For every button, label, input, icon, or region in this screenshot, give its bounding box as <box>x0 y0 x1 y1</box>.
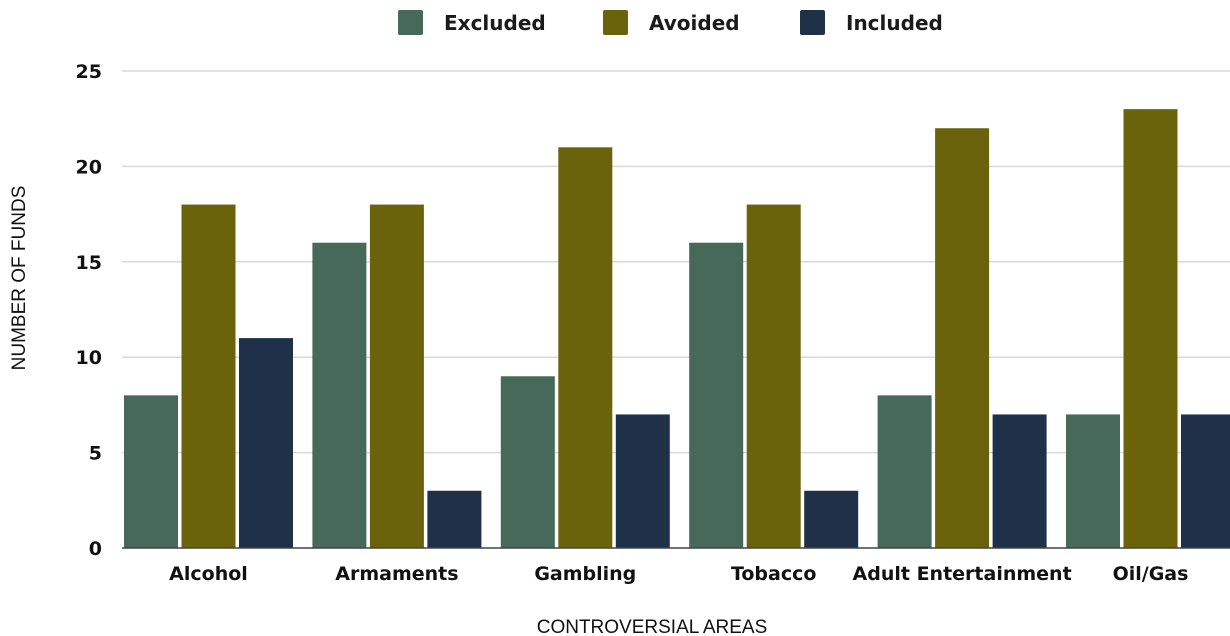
x-axis-title: CONTROVERSIAL AREAS <box>537 617 768 636</box>
y-tick-label: 5 <box>89 443 102 465</box>
legend: Excluded Avoided Included <box>398 10 943 35</box>
bar-avoided-armaments <box>369 204 424 548</box>
legend-label-avoided: Avoided <box>649 11 740 35</box>
bar-excluded-adult-entertainment <box>877 395 932 548</box>
y-tick-label: 20 <box>76 156 102 178</box>
x-tick-label: Oil/Gas <box>1113 563 1189 585</box>
y-tick-label: 25 <box>76 61 102 83</box>
y-axis-ticks: 0 5 10 15 20 25 <box>76 61 102 560</box>
legend-swatch-excluded <box>398 10 423 35</box>
bar-included-alcohol <box>239 338 293 548</box>
y-tick-label: 0 <box>89 538 102 560</box>
x-tick-label: Armaments <box>335 563 458 585</box>
bar-included-tobacco <box>804 490 859 548</box>
x-axis-ticks: Alcohol Armaments Gambling Tobacco Adult Ent… <box>169 563 1188 585</box>
x-tick-label: Tobacco <box>731 563 817 585</box>
legend-label-excluded: Excluded <box>444 11 546 35</box>
y-tick-label: 15 <box>76 252 102 274</box>
bar-excluded-tobacco <box>689 242 744 548</box>
bar-avoided-oil-gas <box>1123 109 1178 548</box>
bar-included-adult-entertainment <box>992 414 1047 548</box>
bar-avoided-tobacco <box>746 204 801 548</box>
bar-included-oil-gas <box>1181 414 1230 548</box>
bar-avoided-adult-entertainment <box>935 128 990 549</box>
bars <box>124 109 1230 549</box>
bar-included-armaments <box>427 490 482 548</box>
x-tick-label: Adult Entertainment <box>853 563 1072 585</box>
y-axis-title: NUMBER OF FUNDS <box>9 186 30 371</box>
bar-avoided-alcohol <box>181 204 236 548</box>
legend-label-included: Included <box>846 11 943 35</box>
x-tick-label: Gambling <box>534 563 636 585</box>
x-tick-label: Alcohol <box>169 563 248 585</box>
bar-excluded-gambling <box>500 376 555 548</box>
bar-excluded-armaments <box>312 242 367 548</box>
legend-swatch-avoided <box>603 10 628 35</box>
y-tick-label: 10 <box>76 347 102 369</box>
bar-included-gambling <box>615 414 670 548</box>
bar-avoided-gambling <box>558 147 613 548</box>
legend-swatch-included <box>800 10 825 35</box>
bar-excluded-oil-gas <box>1066 414 1120 548</box>
bar-excluded-alcohol <box>124 395 178 548</box>
